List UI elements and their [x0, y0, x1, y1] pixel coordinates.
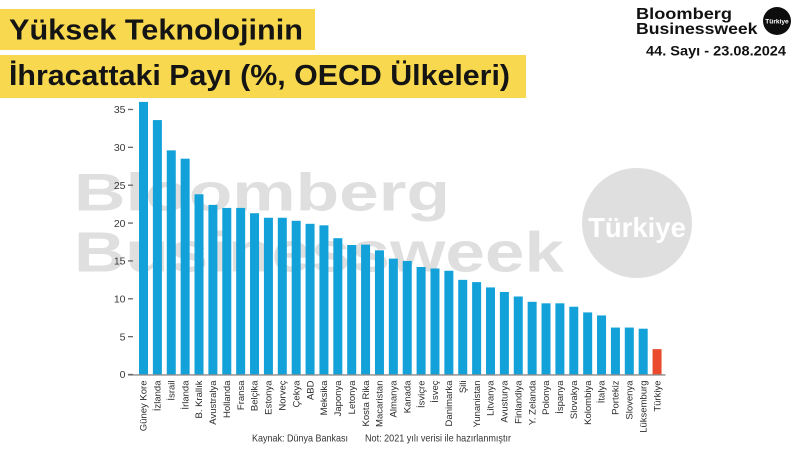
svg-text:15: 15	[114, 256, 126, 268]
svg-text:44. Sayı - 23.08.2024: 44. Sayı - 23.08.2024	[646, 44, 786, 59]
svg-text:Bloomberg: Bloomberg	[74, 164, 450, 223]
svg-text:Businessweek: Businessweek	[636, 21, 758, 38]
svg-text:Türkiye: Türkiye	[652, 381, 663, 412]
svg-text:Danimarka: Danimarka	[444, 380, 455, 427]
svg-text:İtalya: İtalya	[597, 380, 608, 403]
svg-text:5: 5	[120, 331, 126, 343]
svg-text:Slovenya: Slovenya	[625, 380, 636, 420]
svg-text:ABD: ABD	[305, 380, 316, 400]
svg-text:Lüksemburg: Lüksemburg	[638, 381, 649, 433]
svg-text:Not: 2021 yılı verisi ile hazı: Not: 2021 yılı verisi ile hazırlanmıştır	[365, 433, 511, 445]
svg-text:Portekiz: Portekiz	[611, 380, 622, 415]
svg-text:Belçika: Belçika	[250, 380, 261, 411]
svg-text:Kolombiya: Kolombiya	[583, 380, 594, 425]
svg-text:İsveç: İsveç	[430, 380, 441, 402]
svg-text:Hollanda: Hollanda	[222, 380, 233, 418]
svg-text:Şili: Şili	[458, 381, 469, 394]
svg-text:Norveç: Norveç	[278, 380, 289, 410]
svg-text:Kosta Rika: Kosta Rika	[361, 380, 372, 427]
svg-text:0: 0	[120, 369, 126, 381]
svg-text:Kaynak: Dünya Bankası: Kaynak: Dünya Bankası	[252, 433, 348, 445]
svg-text:25: 25	[114, 180, 126, 192]
svg-text:İzlanda: İzlanda	[153, 380, 164, 411]
svg-text:Türkiye: Türkiye	[588, 212, 686, 243]
svg-text:20: 20	[114, 218, 126, 230]
svg-text:Letonya: Letonya	[347, 380, 358, 415]
svg-text:35: 35	[114, 104, 126, 116]
svg-text:Kanada: Kanada	[402, 380, 413, 413]
svg-text:B. Krallık: B. Krallık	[194, 380, 205, 418]
svg-text:Çekya: Çekya	[291, 380, 302, 408]
svg-text:İsrail: İsrail	[166, 381, 177, 401]
svg-text:Slovakya: Slovakya	[569, 380, 580, 419]
svg-text:30: 30	[114, 142, 126, 154]
svg-text:Estonya: Estonya	[264, 380, 275, 415]
svg-text:İsviçre: İsviçre	[416, 381, 427, 408]
svg-text:Japonya: Japonya	[333, 380, 344, 417]
svg-text:Güney Kore: Güney Kore	[139, 381, 150, 432]
svg-text:Fransa: Fransa	[236, 380, 247, 410]
svg-text:Türkiye: Türkiye	[765, 18, 789, 25]
svg-text:Avusturya: Avusturya	[500, 380, 511, 423]
svg-text:Litvanya: Litvanya	[486, 380, 497, 416]
svg-text:Bloomberg: Bloomberg	[636, 6, 732, 23]
svg-text:Polonya: Polonya	[541, 380, 552, 415]
svg-text:Meksika: Meksika	[319, 380, 330, 416]
svg-text:Macaristan: Macaristan	[375, 381, 386, 427]
svg-text:Almanya: Almanya	[389, 380, 400, 418]
svg-text:Finlandiya: Finlandiya	[513, 380, 524, 424]
svg-text:Y. Zelanda: Y. Zelanda	[527, 380, 538, 425]
svg-text:İspanya: İspanya	[555, 380, 566, 414]
svg-text:10: 10	[114, 293, 126, 305]
svg-text:Avustralya: Avustralya	[208, 380, 219, 425]
svg-text:Yunanistan: Yunanistan	[472, 381, 483, 428]
svg-text:Yüksek Teknolojinin: Yüksek Teknolojinin	[9, 15, 303, 47]
svg-text:İhracattaki Payı (%, OECD Ülke: İhracattaki Payı (%, OECD Ülkeleri)	[9, 59, 510, 92]
svg-text:İrlanda: İrlanda	[180, 380, 191, 410]
